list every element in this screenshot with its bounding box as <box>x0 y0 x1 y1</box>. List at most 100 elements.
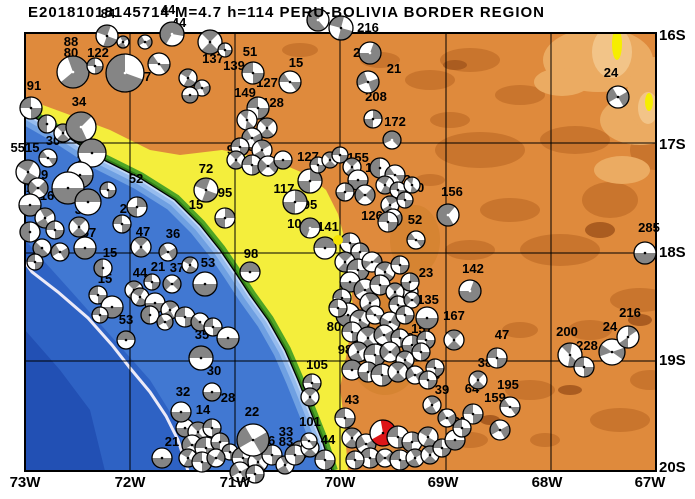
terrain-patch <box>612 33 622 60</box>
axis-label-lon: 70W <box>325 474 357 491</box>
beachball <box>411 342 431 362</box>
beachball <box>50 242 70 262</box>
ball-label: 228 <box>576 338 598 353</box>
beachball <box>598 338 626 366</box>
beachball <box>140 305 160 325</box>
beachball <box>358 41 382 65</box>
beachball <box>331 146 349 164</box>
beachball <box>93 258 113 278</box>
beachball <box>489 419 511 441</box>
ball-label: 122 <box>87 45 109 60</box>
beachball <box>239 261 261 283</box>
ball-label: 216 <box>357 20 379 35</box>
beachball <box>345 450 365 470</box>
ball-label: 91 <box>27 78 41 93</box>
beachball <box>77 138 107 168</box>
axis-label-lon: 71W <box>220 474 252 491</box>
beachball <box>181 86 199 104</box>
beachball <box>105 53 145 93</box>
beachball <box>192 271 218 297</box>
beachball <box>396 191 414 209</box>
ball-label: 167 <box>443 308 465 323</box>
terrain-patch <box>540 126 610 154</box>
beachball <box>68 216 90 238</box>
terrain-patch <box>645 93 653 111</box>
terrain-patch <box>568 320 612 340</box>
beachball <box>406 230 426 250</box>
ball-label: 105 <box>306 357 328 372</box>
ball-label: 15 <box>103 245 117 260</box>
beachball <box>616 325 640 349</box>
beachball <box>606 85 630 109</box>
terrain-patch <box>585 222 615 238</box>
terrain-patch <box>405 70 455 90</box>
terrain-patch <box>534 68 590 96</box>
beachball <box>45 220 65 240</box>
beachball <box>95 24 119 48</box>
beachball <box>126 196 148 218</box>
beachball <box>335 182 355 202</box>
beachball <box>387 361 409 383</box>
beachball <box>26 253 44 271</box>
axis-label-lon: 72W <box>115 474 147 491</box>
beachball <box>452 418 472 438</box>
beachball <box>19 96 43 120</box>
axis-label-lon: 68W <box>532 474 564 491</box>
terrain-patch <box>443 60 467 70</box>
terrain-patch <box>582 182 638 218</box>
ball-label: 52 <box>129 171 143 186</box>
axis-label-lat: 19S <box>659 352 686 369</box>
beachball <box>18 193 42 217</box>
ball-label: 126 <box>361 208 383 223</box>
beachball <box>73 236 97 260</box>
terrain-patch <box>430 112 470 128</box>
beachball <box>328 298 348 318</box>
axis-label-lat: 18S <box>659 244 686 261</box>
ball-label: 24 <box>603 319 618 334</box>
ball-label: 95 <box>218 185 232 200</box>
terrain-patch <box>435 132 525 168</box>
ball-label: 159 <box>484 390 506 405</box>
beachball <box>193 177 219 203</box>
ball-label: 47 <box>136 224 150 239</box>
beachball <box>403 176 421 194</box>
ball-label: 21 <box>387 61 401 76</box>
beachball <box>356 70 380 94</box>
beachball <box>573 356 595 378</box>
beachball <box>499 396 521 418</box>
beachball <box>328 15 354 41</box>
ball-label: 53 <box>201 255 215 270</box>
ball-label: 135 <box>417 292 439 307</box>
beachball <box>334 407 356 429</box>
beachball <box>15 159 41 185</box>
beachball <box>112 214 132 234</box>
beachball <box>116 35 130 49</box>
ball-label: 216 <box>619 305 641 320</box>
ball-label: 285 <box>638 220 660 235</box>
beachball <box>74 188 102 216</box>
ball-label: 23 <box>419 265 433 280</box>
ball-label: 200 <box>556 324 578 339</box>
ball-label: 21 <box>151 259 165 274</box>
terrain-patch <box>505 380 555 400</box>
beachball <box>241 61 265 85</box>
beachball <box>282 189 308 215</box>
beachball <box>418 370 438 390</box>
beachball <box>236 109 258 131</box>
ball-label: 44 <box>133 265 148 280</box>
ball-label: 142 <box>462 261 484 276</box>
ball-label: 44 <box>161 2 176 17</box>
ball-label: 172 <box>384 114 406 129</box>
ball-label: 44 <box>321 432 336 447</box>
ball-label: 43 <box>345 392 359 407</box>
beachball <box>27 177 49 199</box>
beachball <box>181 256 199 274</box>
beachball <box>206 448 226 468</box>
ball-label: 139 <box>223 58 245 73</box>
beachball <box>377 211 399 233</box>
ball-label: 5515 <box>11 140 40 155</box>
ball-label: 72 <box>199 161 213 176</box>
beachball <box>400 272 420 292</box>
beachball <box>156 313 174 331</box>
